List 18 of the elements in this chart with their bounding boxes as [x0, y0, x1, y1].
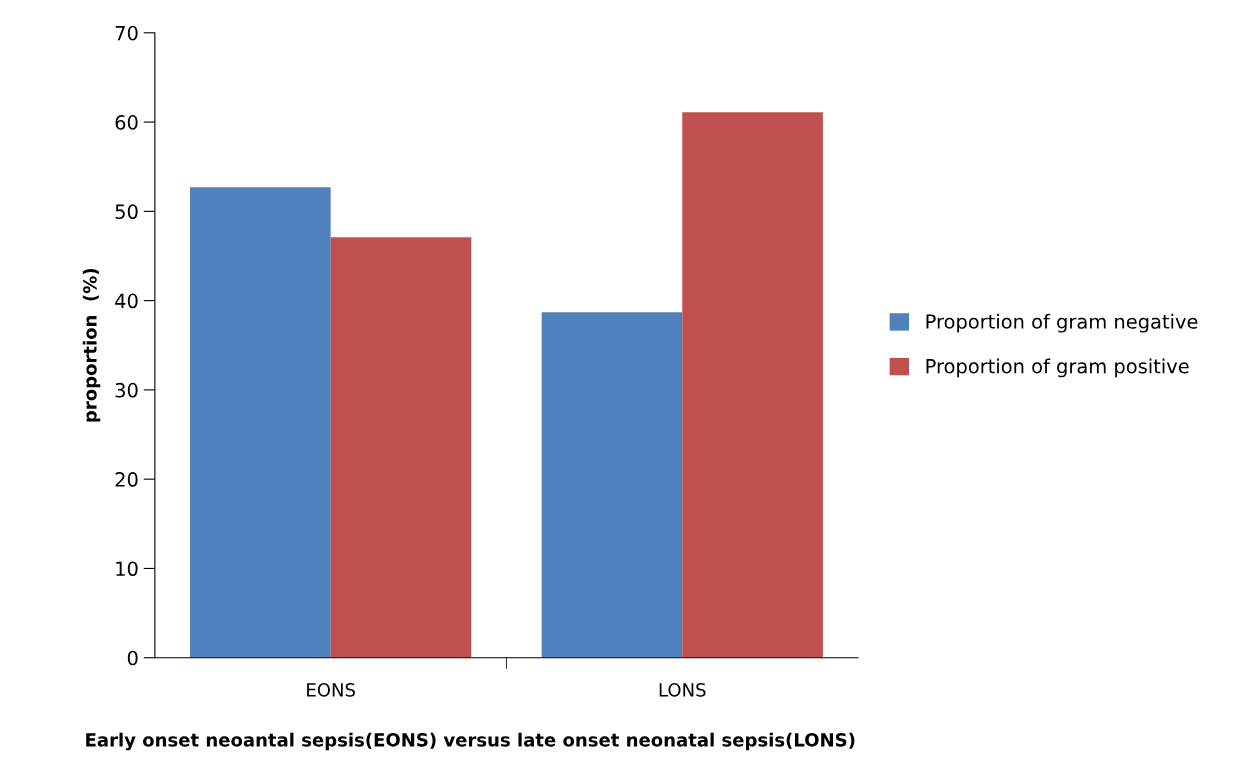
bar: [682, 112, 823, 658]
bar: [330, 237, 472, 658]
legend-label: Proportion of gram positive: [926, 358, 1189, 378]
legend-label: Proportion of gram negative: [926, 313, 1198, 333]
y-tick-label: 0: [127, 650, 138, 666]
y-tick-label: 10: [116, 561, 138, 577]
bar: [190, 187, 331, 658]
bar: [541, 312, 683, 658]
y-tick-label: 70: [115, 25, 138, 41]
y-tick-label: 30: [115, 382, 138, 398]
y-tick-label: 60: [115, 115, 138, 130]
x-axis-title: Early onset neoantal sepsis(EONS) versus late onset neonatal sepsis(LONS): [86, 732, 855, 751]
x-tick-label: LONS: [659, 683, 706, 697]
y-axis-title: proportion (%): [82, 268, 101, 422]
x-tick-label: EONS: [307, 683, 355, 697]
y-tick-label: 50: [115, 204, 138, 220]
y-tick-label: 20: [115, 472, 138, 487]
y-tick-label: 40: [115, 293, 138, 309]
